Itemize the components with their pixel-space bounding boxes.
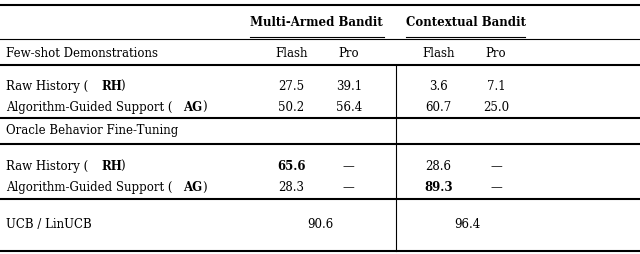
Text: Multi-Armed Bandit: Multi-Armed Bandit bbox=[250, 16, 383, 29]
Text: Raw History (: Raw History ( bbox=[6, 80, 89, 93]
Text: 39.1: 39.1 bbox=[336, 80, 362, 93]
Text: —: — bbox=[343, 181, 355, 195]
Text: Raw History (: Raw History ( bbox=[6, 160, 89, 173]
Text: —: — bbox=[490, 181, 502, 195]
Text: UCB / LinUCB: UCB / LinUCB bbox=[6, 218, 92, 231]
Text: ): ) bbox=[120, 80, 125, 93]
Text: ): ) bbox=[202, 181, 207, 195]
Text: Algorithm-Guided Support (: Algorithm-Guided Support ( bbox=[6, 101, 173, 115]
Text: 28.6: 28.6 bbox=[426, 160, 451, 173]
Text: Pro: Pro bbox=[486, 47, 506, 60]
Text: ): ) bbox=[202, 101, 207, 115]
Text: RH: RH bbox=[101, 80, 122, 93]
Text: 65.6: 65.6 bbox=[277, 160, 305, 173]
Text: 89.3: 89.3 bbox=[424, 181, 452, 195]
Text: Contextual Bandit: Contextual Bandit bbox=[406, 16, 525, 29]
Text: 28.3: 28.3 bbox=[278, 181, 304, 195]
Text: RH: RH bbox=[101, 160, 122, 173]
Text: 96.4: 96.4 bbox=[454, 218, 481, 231]
Text: —: — bbox=[490, 160, 502, 173]
Text: Pro: Pro bbox=[339, 47, 359, 60]
Text: 60.7: 60.7 bbox=[425, 101, 452, 115]
Text: Flash: Flash bbox=[422, 47, 454, 60]
Text: 90.6: 90.6 bbox=[307, 218, 333, 231]
Text: Flash: Flash bbox=[275, 47, 307, 60]
Text: —: — bbox=[343, 160, 355, 173]
Text: Algorithm-Guided Support (: Algorithm-Guided Support ( bbox=[6, 181, 173, 195]
Text: 50.2: 50.2 bbox=[278, 101, 304, 115]
Text: Few-shot Demonstrations: Few-shot Demonstrations bbox=[6, 47, 159, 60]
Text: 27.5: 27.5 bbox=[278, 80, 304, 93]
Text: 3.6: 3.6 bbox=[429, 80, 448, 93]
Text: 56.4: 56.4 bbox=[335, 101, 362, 115]
Text: Oracle Behavior Fine-Tuning: Oracle Behavior Fine-Tuning bbox=[6, 124, 179, 137]
Text: ): ) bbox=[120, 160, 125, 173]
Text: AG: AG bbox=[183, 181, 202, 195]
Text: AG: AG bbox=[183, 101, 202, 115]
Text: 7.1: 7.1 bbox=[486, 80, 506, 93]
Text: 25.0: 25.0 bbox=[483, 101, 509, 115]
